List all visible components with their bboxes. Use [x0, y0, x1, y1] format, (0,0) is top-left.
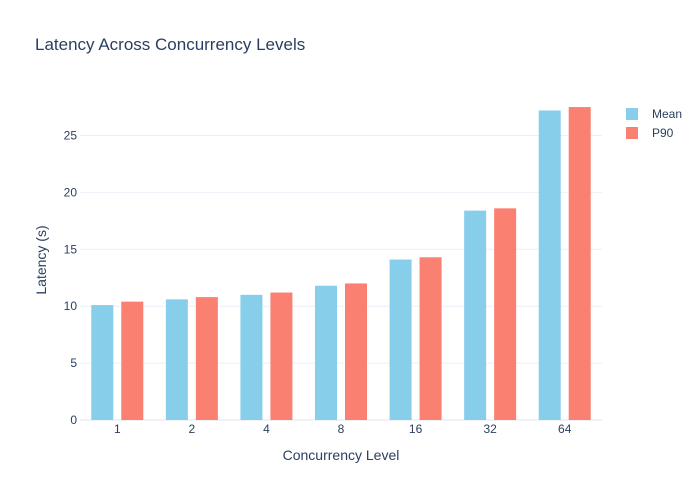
bars [91, 107, 591, 420]
bar-p90-2[interactable] [195, 297, 218, 420]
y-axis: 0 5 10 15 20 25 [64, 129, 78, 427]
bar-mean-1[interactable] [91, 305, 114, 420]
bar-p90-4[interactable] [270, 292, 293, 420]
legend-label-p90[interactable]: P90 [652, 126, 674, 140]
bar-p90-64[interactable] [568, 107, 591, 420]
legend-swatch-p90[interactable] [626, 127, 638, 139]
y-tick-label: 20 [64, 185, 78, 199]
grid [80, 135, 602, 421]
y-tick-label: 0 [70, 413, 77, 427]
x-axis-title: Concurrency Level [283, 447, 400, 463]
x-tick-label: 1 [114, 422, 121, 436]
bar-p90-8[interactable] [345, 283, 367, 420]
legend[interactable]: Mean P90 [626, 107, 682, 140]
y-tick-label: 25 [64, 129, 78, 143]
x-tick-label: 8 [338, 422, 345, 436]
chart-title: Latency Across Concurrency Levels [35, 35, 305, 54]
x-axis: 1 2 4 8 16 32 64 [114, 422, 572, 436]
x-tick-label: 16 [409, 422, 423, 436]
bar-mean-2[interactable] [165, 299, 188, 420]
bar-mean-64[interactable] [538, 110, 561, 420]
bar-p90-16[interactable] [419, 257, 442, 420]
x-tick-label: 2 [189, 422, 196, 436]
bar-p90-32[interactable] [494, 208, 517, 420]
bar-p90-1[interactable] [121, 301, 144, 420]
y-tick-label: 10 [64, 299, 78, 313]
legend-swatch-mean[interactable] [626, 108, 638, 120]
x-tick-label: 32 [483, 422, 497, 436]
x-tick-label: 4 [263, 422, 270, 436]
y-tick-label: 5 [70, 356, 77, 370]
legend-label-mean[interactable]: Mean [652, 107, 682, 121]
bar-mean-4[interactable] [240, 294, 263, 420]
bar-mean-16[interactable] [389, 259, 412, 420]
y-axis-title: Latency (s) [33, 225, 49, 294]
y-tick-label: 15 [64, 242, 78, 256]
bar-mean-8[interactable] [315, 285, 337, 420]
x-tick-label: 64 [558, 422, 572, 436]
bar-mean-32[interactable] [464, 210, 487, 420]
